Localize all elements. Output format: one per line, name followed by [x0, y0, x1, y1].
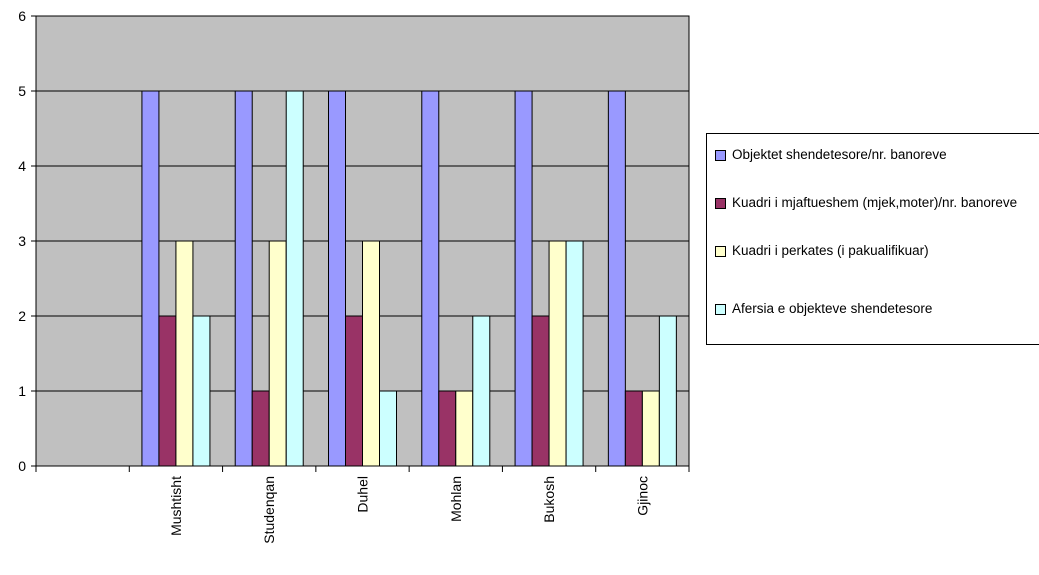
y-tick-label: 2	[18, 308, 26, 324]
legend-label: Kuadri i perkates (i pakualifikuar)	[732, 243, 929, 258]
legend-label: Objektet shendetesore/nr. banoreve	[732, 147, 947, 162]
bar	[141, 90, 160, 467]
bar	[658, 315, 677, 467]
bar	[328, 90, 346, 467]
bar	[268, 240, 287, 467]
bar	[531, 315, 550, 467]
bar	[345, 315, 363, 467]
bar	[234, 90, 253, 467]
bar-chart: 0 1 2 3 4 5 6 Mushtisht Studenqan Duhel Mohlan Buk…	[18, 8, 690, 544]
legend-item: Afersia e objekteve shendetesore	[715, 300, 1039, 317]
x-tick-label: Studenqan	[261, 476, 277, 544]
legend-item: Kuadri i mjaftueshem (mjek,moter)/nr. ba…	[715, 194, 1039, 211]
bar	[565, 240, 584, 467]
y-tick-label: 5	[18, 83, 26, 99]
bar	[421, 90, 440, 467]
legend-label: Afersia e objekteve shendetesore	[732, 301, 933, 316]
x-tick-label: Mohlan	[448, 476, 464, 522]
bar	[362, 240, 380, 467]
y-tick-label: 1	[18, 383, 26, 399]
legend-swatch	[715, 246, 726, 257]
legend-item: Kuadri i perkates (i pakualifikuar)	[715, 242, 1039, 259]
legend: Objektet shendetesore/nr. banoreve Kuadr…	[706, 133, 1039, 345]
x-tick-label: Duhel	[355, 476, 371, 513]
bar	[514, 90, 533, 467]
x-tick-label: Gjinoc	[634, 476, 650, 516]
axes	[31, 15, 690, 472]
x-tick-label: Bukosh	[541, 476, 557, 523]
bar	[548, 240, 567, 467]
legend-label: Kuadri i mjaftueshem (mjek,moter)/nr. ba…	[732, 195, 1018, 210]
bar	[158, 315, 177, 467]
bar	[285, 90, 304, 467]
bar	[192, 315, 211, 467]
bar	[624, 390, 643, 467]
bars	[141, 90, 677, 467]
legend-swatch	[715, 150, 726, 161]
y-tick-label: 3	[18, 233, 26, 249]
y-tick-label: 6	[18, 8, 26, 24]
x-tick-label: Mushtisht	[168, 476, 184, 536]
y-tick-label: 4	[18, 158, 26, 174]
y-tick-labels: 0 1 2 3 4 5 6	[18, 8, 26, 474]
legend-item: Objektet shendetesore/nr. banoreve	[715, 146, 1039, 163]
y-tick-label: 0	[18, 458, 26, 474]
bar	[607, 90, 626, 467]
bar	[175, 240, 194, 467]
bar	[472, 315, 491, 467]
bar	[251, 390, 270, 467]
x-tick-labels: Mushtisht Studenqan Duhel Mohlan Bukosh Gjino…	[168, 476, 650, 544]
bar	[379, 390, 397, 467]
bar	[455, 390, 474, 467]
legend-swatch	[715, 198, 726, 209]
legend-swatch	[715, 304, 726, 315]
bar	[438, 390, 457, 467]
bar	[641, 390, 660, 467]
